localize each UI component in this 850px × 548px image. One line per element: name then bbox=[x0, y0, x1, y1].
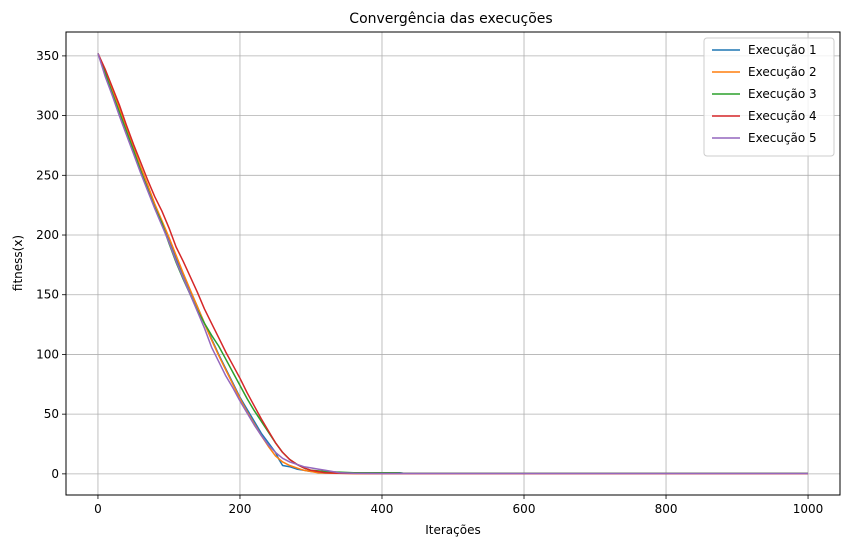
x-tick-label: 0 bbox=[94, 502, 102, 516]
x-tick-label: 400 bbox=[371, 502, 394, 516]
x-tick-label: 1000 bbox=[793, 502, 824, 516]
x-tick-label: 200 bbox=[229, 502, 252, 516]
y-tick-label: 350 bbox=[36, 49, 59, 63]
legend-box bbox=[703, 37, 835, 157]
x-tick-label: 800 bbox=[655, 502, 678, 516]
y-tick-label: 300 bbox=[36, 109, 59, 123]
y-tick-label: 250 bbox=[36, 168, 59, 182]
y-tick-label: 150 bbox=[36, 288, 59, 302]
legend-label: Execução 2 bbox=[748, 65, 817, 79]
legend-label: Execução 5 bbox=[748, 131, 817, 145]
y-tick-label: 0 bbox=[51, 467, 59, 481]
grid bbox=[66, 32, 840, 495]
legend-label: Execução 1 bbox=[748, 43, 817, 57]
plot-frame bbox=[65, 31, 841, 496]
y-tick-label: 200 bbox=[36, 228, 59, 242]
series-line-execucao-5 bbox=[97, 53, 808, 475]
chart-title: Convergência das execuções bbox=[349, 11, 552, 27]
x-axis-ticks: 0 200 400 600 800 1000 bbox=[94, 495, 823, 516]
legend: Execução 1 Execução 2 Execução 3 Execução 4… bbox=[703, 37, 835, 157]
y-axis-ticks: 0 50 100 150 200 250 300 350 bbox=[36, 49, 66, 481]
x-axis-label: Iterações bbox=[425, 523, 481, 537]
y-tick-label: 50 bbox=[44, 407, 59, 421]
series-lines bbox=[97, 53, 808, 475]
y-axis-label: fitness(x) bbox=[11, 235, 25, 291]
legend-label: Execução 4 bbox=[748, 109, 817, 123]
y-tick-label: 100 bbox=[36, 347, 59, 361]
legend-label: Execução 3 bbox=[748, 87, 817, 101]
x-tick-label: 600 bbox=[513, 502, 536, 516]
